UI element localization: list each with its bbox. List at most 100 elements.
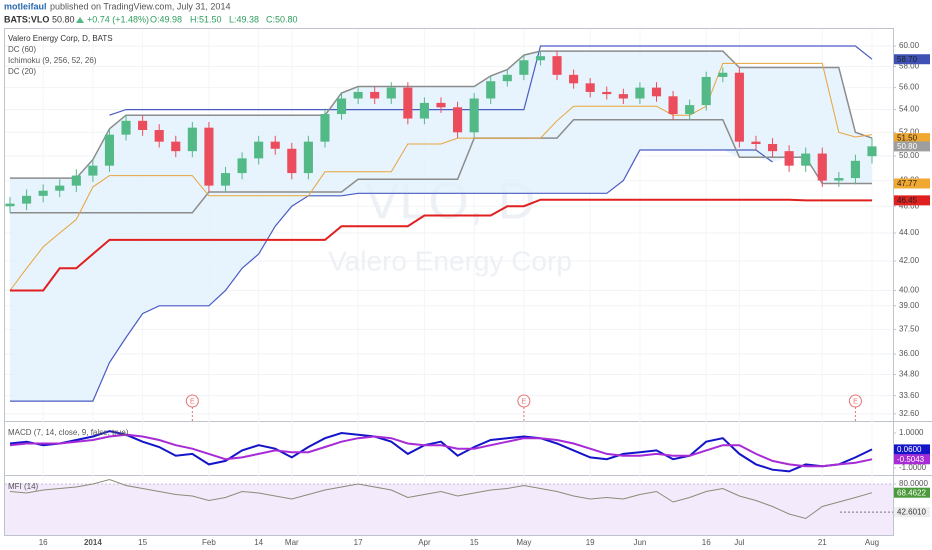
x-tick-label: 2014 [84, 538, 102, 547]
candle-body [370, 91, 380, 99]
plot-layer: 60.0058.0056.0054.0052.0050.0048.0046.00… [5, 29, 930, 547]
y-tick-label: -1.0000 [899, 463, 927, 472]
candle-body [651, 87, 662, 97]
price-tag-label: 58.70 [897, 55, 918, 64]
symbol: BATS:VLO [4, 14, 49, 24]
candle-body [171, 141, 181, 152]
line [9, 430, 873, 473]
y-tick-label: 39.00 [899, 301, 920, 310]
candle-body [751, 141, 761, 145]
candle-body [5, 203, 15, 207]
x-tick-label: 15 [138, 538, 147, 547]
candle-body [834, 178, 844, 181]
y-tick-label: 34.80 [899, 370, 920, 379]
y-tick-label: 36.00 [899, 349, 920, 358]
price-tag-label: 47.77 [897, 179, 918, 188]
price-tag [894, 133, 930, 144]
earnings-label: E [853, 398, 858, 405]
x-tick-label: 16 [39, 538, 48, 547]
price-tag [894, 195, 930, 206]
x-tick-label: 21 [818, 538, 827, 547]
legend-entry: Ichimoku (9, 256, 52, 26) [8, 56, 97, 65]
x-tick-label: Feb [202, 538, 216, 547]
candle-body [668, 96, 678, 115]
change: +0.74 (+1.48%) [87, 14, 149, 24]
price-tag [894, 444, 930, 455]
candle-body [784, 151, 794, 166]
x-tick-label: 19 [586, 538, 595, 547]
line [10, 50, 873, 179]
candle-body [602, 91, 612, 95]
x-tick-label: Aug [865, 538, 879, 547]
panel-title: MFI (14) [8, 482, 39, 491]
candle-body [270, 141, 280, 149]
line [10, 149, 773, 402]
price-tag [894, 141, 930, 152]
y-tick-label: 80.0000 [899, 479, 928, 488]
earnings-marker [185, 394, 199, 408]
candle-body [635, 87, 645, 99]
legend-entry: DC (60) [8, 45, 36, 54]
last-price: 50.80 [52, 14, 75, 24]
line [10, 118, 872, 214]
line [9, 478, 873, 520]
x-tick-label: 17 [354, 538, 363, 547]
watermark: Valero Energy Corp [328, 245, 572, 276]
price-tag-label: 42.6010 [897, 508, 926, 517]
candle-body [867, 146, 877, 157]
channel-fill [10, 51, 872, 402]
open: O:49.98 [150, 14, 182, 24]
candle-body [71, 175, 81, 186]
price-tag [894, 454, 930, 465]
candle-body [22, 195, 32, 204]
x-tick-label: Mar [285, 538, 299, 547]
price-tag-label: 51.50 [897, 134, 918, 143]
candle-body [287, 148, 297, 174]
candle-body [88, 165, 98, 176]
candle-body [734, 72, 744, 142]
x-tick-label: 14 [254, 538, 263, 547]
candle-body [469, 98, 479, 133]
y-tick-label: 33.60 [899, 391, 920, 400]
candle-body [701, 76, 711, 106]
legend-entry: DC (20) [8, 67, 36, 76]
candle-body [138, 120, 148, 130]
candle-body [38, 190, 48, 196]
candle-body [154, 129, 164, 142]
y-tick-label: 37.50 [899, 325, 920, 334]
candle-body [685, 105, 695, 115]
y-tick-label: 56.00 [899, 83, 920, 92]
candle-body [403, 87, 413, 119]
candle-body [569, 74, 579, 84]
candle-body [850, 160, 860, 179]
low: L:49.38 [229, 14, 259, 24]
candle-body [204, 127, 214, 186]
candle-body [237, 158, 247, 174]
y-tick-label: 42.00 [899, 256, 920, 265]
close: C:50.80 [266, 14, 298, 24]
candle-body [801, 153, 811, 166]
earnings-marker [848, 394, 862, 408]
y-tick-label: 40.00 [899, 286, 920, 295]
price-tag-label: 0.0600 [897, 445, 922, 454]
y-tick-label: 1.0000 [899, 428, 924, 437]
earnings-marker [517, 394, 531, 408]
candle-body [486, 81, 496, 99]
candle-body [187, 127, 197, 152]
line [10, 198, 872, 292]
price-tag-label: 50.80 [897, 142, 918, 151]
author[interactable]: motleifaul [4, 1, 47, 11]
candle-body [618, 94, 628, 99]
y-tick-label: 46.00 [899, 201, 920, 210]
candle-body [817, 153, 827, 181]
y-tick-label: 52.00 [899, 127, 920, 136]
price-tag [894, 487, 930, 498]
line [109, 45, 873, 116]
chart-title: Valero Energy Corp, D, BATS [8, 34, 113, 43]
candle-body [585, 83, 595, 92]
panel-title: MACD (7, 14, close, 9, false, true) [8, 428, 129, 437]
y-tick-label: 32.60 [899, 409, 920, 418]
candle-body [718, 72, 728, 77]
candle-body [767, 144, 778, 152]
